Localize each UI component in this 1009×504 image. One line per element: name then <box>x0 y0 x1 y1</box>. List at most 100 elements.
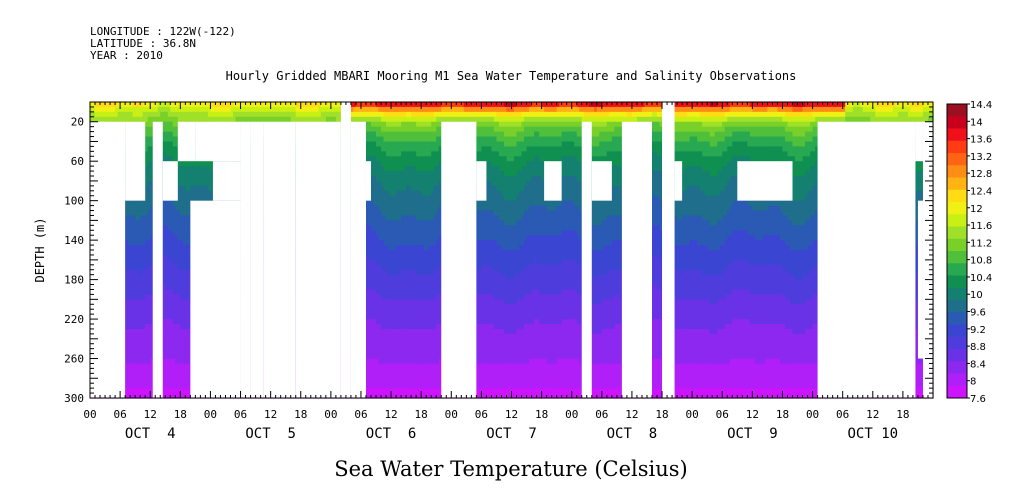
heatmap-cell <box>137 205 141 212</box>
heatmap-cell <box>177 235 181 241</box>
heatmap-cell <box>140 259 144 266</box>
heatmap-cell <box>147 126 151 133</box>
heatmap-cell <box>137 111 141 118</box>
heatmap-cell <box>180 383 184 389</box>
heatmap-cell <box>160 116 164 123</box>
heatmap-cell <box>165 240 169 246</box>
heatmap-cell <box>185 230 189 236</box>
heatmap-cell <box>182 200 186 207</box>
heatmap-cell <box>130 254 134 261</box>
heatmap-cell <box>140 279 144 286</box>
heatmap-cell <box>142 294 146 300</box>
heatmap-cell <box>162 363 166 369</box>
heatmap-cell <box>140 254 144 261</box>
heatmap-cell <box>115 102 119 108</box>
heatmap-cell <box>180 240 184 246</box>
heatmap-cell <box>140 230 144 236</box>
heatmap-cell <box>130 264 134 271</box>
heatmap-cell <box>147 225 151 231</box>
heatmap-cell <box>175 264 179 271</box>
heatmap-cell <box>150 319 154 325</box>
heatmap-cell <box>132 264 136 271</box>
heatmap-cell <box>130 324 134 330</box>
heatmap-cell <box>177 294 181 300</box>
heatmap-cell <box>150 146 154 152</box>
heatmap-cell <box>180 225 184 231</box>
heatmap-cell <box>135 264 139 271</box>
heatmap-cell <box>170 156 174 162</box>
heatmap-cell <box>125 264 129 271</box>
heatmap-cell <box>132 388 136 394</box>
heatmap-cell <box>142 338 146 345</box>
heatmap-cell <box>142 393 146 399</box>
heatmap-cell <box>102 106 106 113</box>
heatmap-cell <box>182 190 186 197</box>
heatmap-cell <box>147 373 151 379</box>
heatmap-cell <box>150 368 154 374</box>
heatmap-cell <box>135 279 139 286</box>
heatmap-cell <box>125 358 129 365</box>
heatmap-cell <box>162 111 166 118</box>
heatmap-cell <box>120 106 124 113</box>
heatmap-cell <box>145 106 149 113</box>
heatmap-cell <box>107 106 111 113</box>
heatmap-cell <box>140 245 144 251</box>
heatmap-cell <box>187 176 191 182</box>
heatmap-cell <box>147 146 151 152</box>
heatmap-cell <box>172 333 176 340</box>
heatmap-cell <box>130 338 134 345</box>
heatmap-cell <box>132 220 136 226</box>
heatmap-cell <box>130 373 134 379</box>
heatmap-cell <box>110 106 114 113</box>
heatmap-cell <box>150 324 154 330</box>
heatmap-cell <box>140 111 144 118</box>
heatmap-cell <box>170 245 174 251</box>
heatmap-cell <box>162 102 166 108</box>
heatmap-cell <box>177 111 181 118</box>
heatmap-cell <box>130 393 134 399</box>
heatmap-cell <box>125 324 129 330</box>
heatmap-cell <box>182 210 186 217</box>
heatmap-cell <box>180 205 184 212</box>
heatmap-cell <box>152 102 156 108</box>
heatmap-cell <box>185 348 189 355</box>
heatmap-cell <box>167 146 171 152</box>
heatmap-cell <box>180 373 184 379</box>
heatmap-cell <box>170 121 174 128</box>
heatmap-cell <box>145 358 149 365</box>
heatmap-cell <box>102 102 106 108</box>
heatmap-cell <box>125 220 129 226</box>
header-year: YEAR : 2010 <box>90 49 163 62</box>
heatmap-cell <box>140 338 144 345</box>
heatmap-cell <box>137 373 141 379</box>
heatmap-cell <box>132 309 136 315</box>
heatmap-cell <box>142 220 146 226</box>
heatmap-cell <box>147 111 151 118</box>
heatmap-cell <box>180 259 184 266</box>
heatmap-cell <box>162 250 166 256</box>
heatmap-cell <box>170 299 174 305</box>
heatmap-cell <box>172 220 176 226</box>
heatmap-cell <box>140 328 144 335</box>
heatmap-cell <box>167 269 171 276</box>
heatmap-cell <box>135 102 139 108</box>
heatmap-cell <box>125 102 129 108</box>
heatmap-cell <box>180 393 184 399</box>
heatmap-cell <box>165 121 169 128</box>
heatmap-cell <box>172 353 176 360</box>
heatmap-cell <box>180 200 184 207</box>
heatmap-cell <box>167 151 171 157</box>
heatmap-cell <box>177 388 181 394</box>
heatmap-cell <box>165 116 169 123</box>
heatmap-cell <box>140 264 144 271</box>
heatmap-cell <box>127 309 131 315</box>
heatmap-cell <box>147 210 151 217</box>
heatmap-cell <box>150 166 154 172</box>
heatmap-cell <box>147 240 151 246</box>
heatmap-cell <box>172 230 176 236</box>
heatmap-cell <box>172 200 176 207</box>
heatmap-cell <box>182 102 186 108</box>
heatmap-cell <box>162 383 166 389</box>
heatmap-cell <box>155 106 159 113</box>
heatmap-cell <box>147 102 151 108</box>
